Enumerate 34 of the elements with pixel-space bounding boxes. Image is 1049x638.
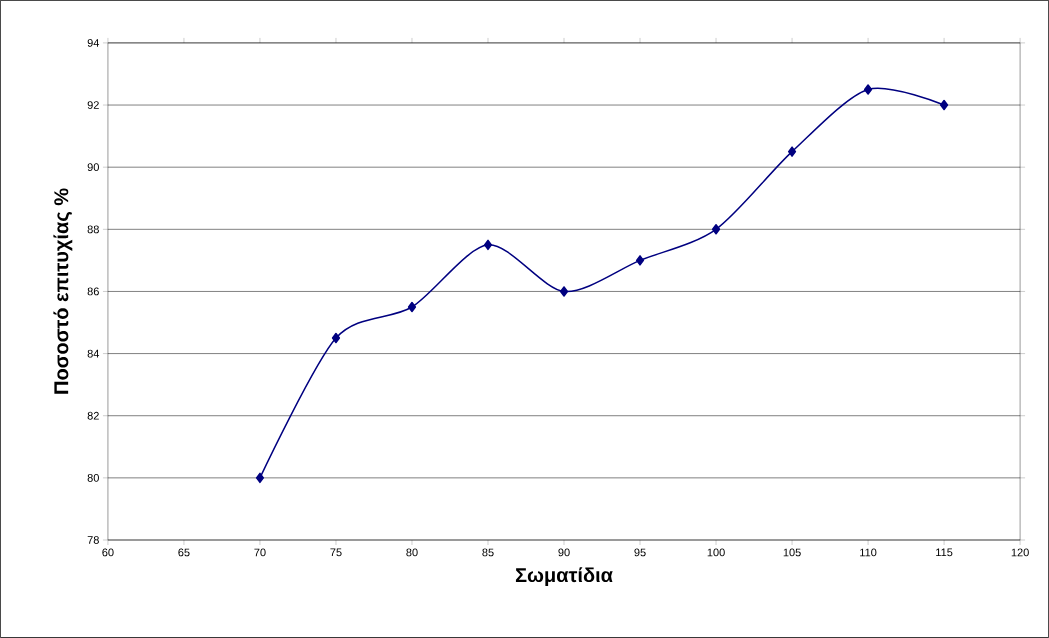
x-tick-label: 110 [860,548,877,557]
x-tick-label: 120 [1011,548,1029,557]
point [407,301,417,313]
point [939,99,949,111]
x-tick-label: 105 [783,548,801,557]
x-tick-label: 85 [482,548,494,557]
y-tick-label: 94 [87,39,100,47]
x-tick-label: 70 [254,548,266,557]
point [711,224,721,235]
y-axis-title: Ποσοστό επιτυχίας % [53,188,73,394]
x-tick-label: 115 [936,548,953,557]
x-axis-title: Σωματίδια [515,567,613,587]
x-tick-label: 100 [707,548,725,557]
x-tick-label: 95 [634,548,646,557]
y-tick-label: 84 [87,349,100,358]
x-tick-label: 60 [102,548,114,557]
x-tick-label: 65 [178,548,190,557]
y-tick-label: 78 [87,536,99,544]
x-tick-label: 75 [330,548,342,557]
y-tick-label: 86 [87,287,99,296]
y-tick-label: 80 [87,474,99,482]
point [331,332,341,344]
point [863,84,873,95]
point [559,286,569,297]
x-tick-label: 90 [558,548,570,557]
y-tick-label: 92 [87,101,99,109]
point [635,255,645,266]
point [787,146,797,157]
y-tick-label: 90 [87,163,99,172]
point [483,239,493,251]
x-tick-label: 80 [406,548,418,557]
y-tick-label: 88 [87,225,99,234]
point [255,472,265,484]
y-tick-label: 82 [87,411,99,420]
